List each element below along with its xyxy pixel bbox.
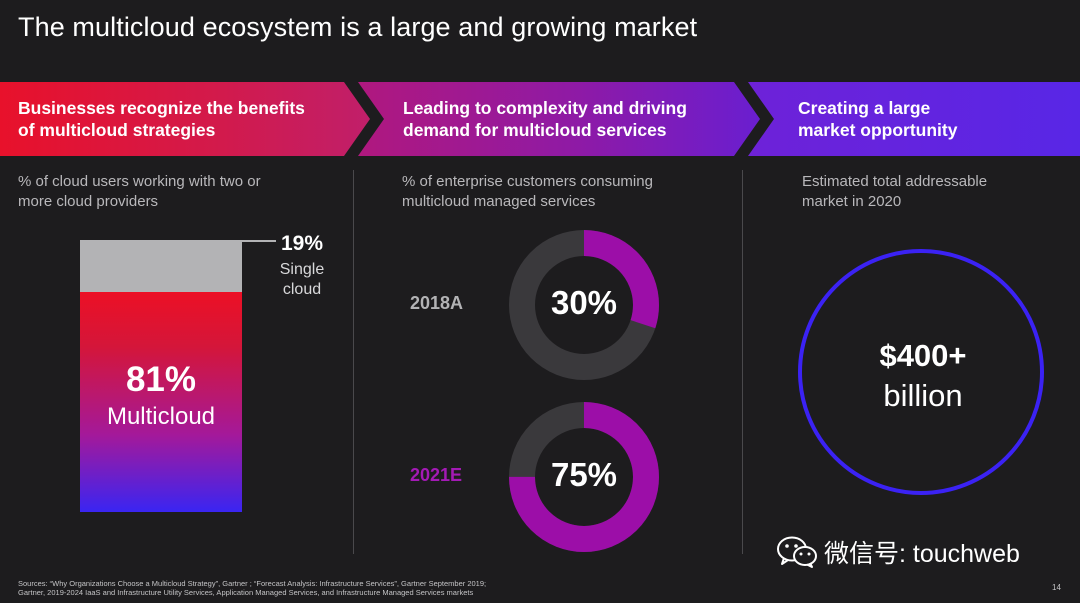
multicloud-label: Multicloud xyxy=(106,403,216,430)
market-size-value: $400+ xyxy=(879,338,967,373)
donut-2021-year: 2021E xyxy=(410,465,463,485)
col3-subtitle: Estimated total addressable market in 20… xyxy=(802,173,988,210)
banner-step-3: Creating a large market opportunity xyxy=(748,82,1080,156)
multicloud-percent: 81% xyxy=(125,360,197,399)
col2-subtitle: % of enterprise customers consuming mult… xyxy=(402,173,653,210)
banner-step-1: Businesses recognize the benefits of mul… xyxy=(0,82,370,156)
banner-step-2-label: Leading to complexity and driving demand… xyxy=(403,98,687,140)
single-cloud-leader-line xyxy=(242,240,276,242)
single-cloud-label: Single cloud xyxy=(279,261,325,298)
banner-step-3-label: Creating a large market opportunity xyxy=(798,98,958,140)
column-divider-1 xyxy=(353,170,354,554)
col1-subtitle: % of cloud users working with two or mor… xyxy=(18,173,261,210)
sources-footnote: Sources: “Why Organizations Choose a Mul… xyxy=(18,579,487,597)
donut-chart-2021 xyxy=(509,402,659,552)
banner-step-2: Leading to complexity and driving demand… xyxy=(358,82,760,156)
column-divider-2 xyxy=(742,170,743,554)
donut-chart-2018 xyxy=(509,230,659,380)
watermark-text: 微信号: touchweb xyxy=(824,540,1020,568)
multicloud-bar-segment xyxy=(80,292,242,512)
wechat-watermark: 微信号: touchweb xyxy=(776,534,1020,570)
donut-value-arc xyxy=(509,402,659,552)
wechat-icon xyxy=(777,536,817,568)
single-cloud-percent: 19% xyxy=(280,232,324,255)
market-size-ring xyxy=(798,249,1044,495)
donut-2018-year: 2018A xyxy=(410,293,464,313)
slide-title: The multicloud ecosystem is a large and … xyxy=(18,12,698,42)
banner-step-1-label: Businesses recognize the benefits of mul… xyxy=(18,98,305,140)
donut-2018-percent: 30% xyxy=(550,284,618,321)
page-number: 14 xyxy=(1052,583,1061,592)
single-cloud-bar-segment xyxy=(80,240,242,292)
market-size-unit: billion xyxy=(883,378,963,413)
donut-value-arc xyxy=(509,230,659,380)
donut-2021-percent: 75% xyxy=(550,456,618,493)
